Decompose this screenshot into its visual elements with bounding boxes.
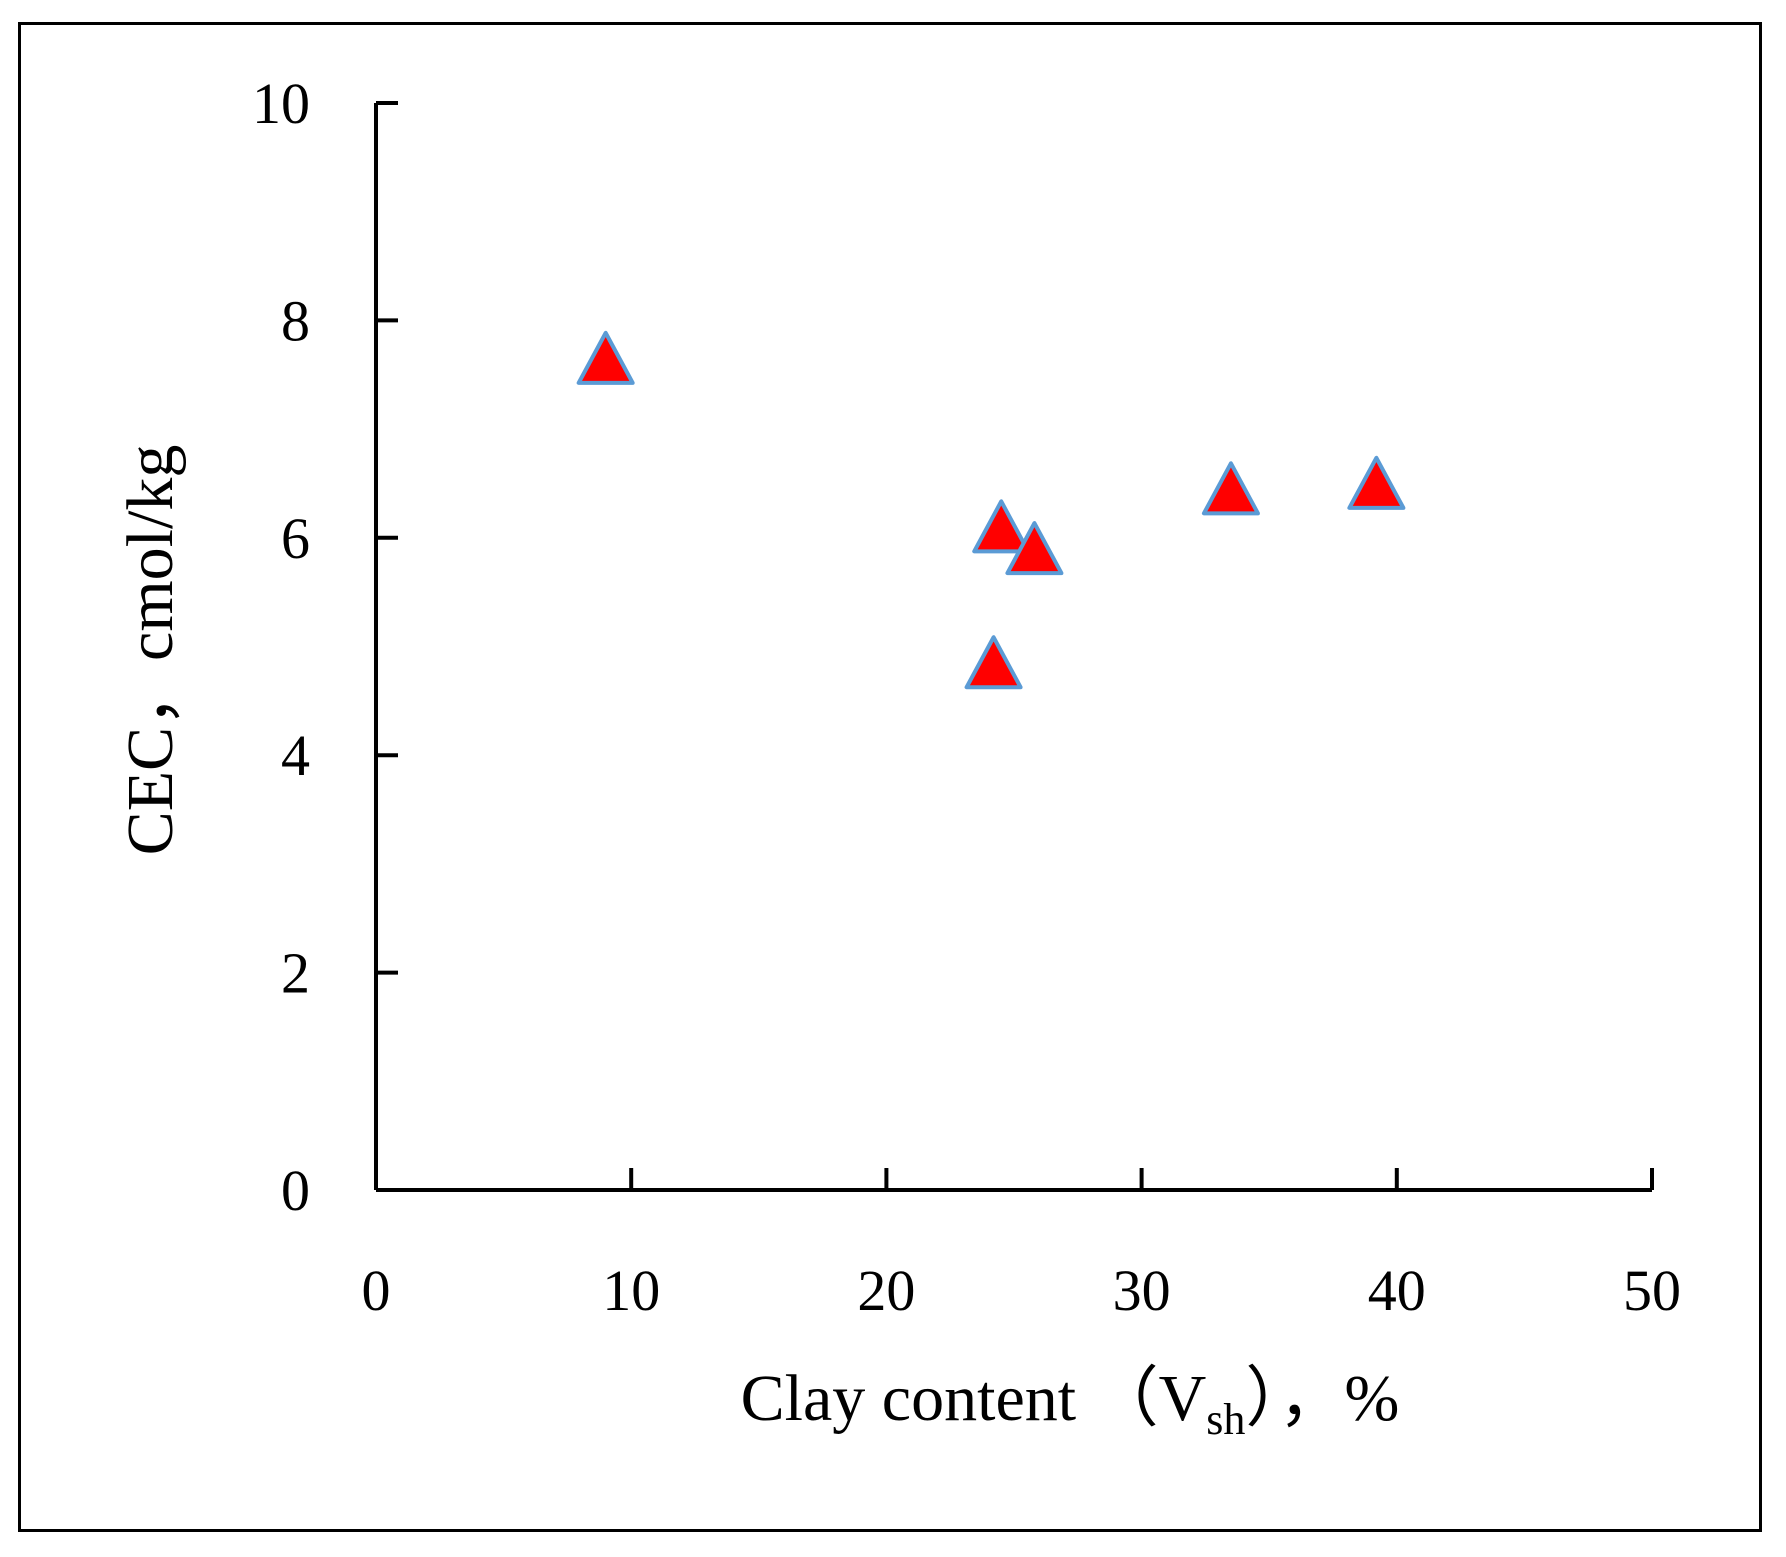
chart-frame (18, 22, 1762, 1532)
y-tick-label: 6 (281, 506, 310, 571)
x-axis-title-main: Clay content （V (741, 1362, 1207, 1435)
x-tick-label: 20 (857, 1258, 915, 1323)
x-tick-label: 30 (1113, 1258, 1171, 1323)
x-axis-title-unit: ），% (1245, 1362, 1399, 1435)
x-axis-title-subscript: sh (1206, 1395, 1245, 1444)
x-tick-label: 50 (1623, 1258, 1681, 1323)
axes (374, 103, 1652, 1192)
x-tick-label: 40 (1368, 1258, 1426, 1323)
data-points (576, 330, 1406, 690)
data-point-triangle (1201, 461, 1260, 516)
x-tick-label: 10 (602, 1258, 660, 1323)
data-point-triangle (576, 330, 635, 385)
data-point-triangle (972, 499, 1031, 554)
data-point-triangle (1347, 455, 1406, 510)
y-tick-label: 10 (252, 71, 310, 136)
data-point-triangle (1005, 521, 1064, 576)
y-tick-label: 4 (281, 723, 310, 788)
y-axis-title: CEC，cmol/kg (114, 445, 187, 856)
x-axis-title: Clay content （Vsh），% (741, 1362, 1400, 1444)
y-tick-label: 2 (281, 941, 310, 1006)
y-tick-label: 0 (281, 1158, 310, 1223)
data-point-triangle (964, 635, 1023, 690)
ticks: 0 2 4 6 8 10 0 10 20 30 40 50 (252, 71, 1681, 1323)
x-tick-label: 0 (362, 1258, 391, 1323)
y-tick-label: 8 (281, 288, 310, 353)
